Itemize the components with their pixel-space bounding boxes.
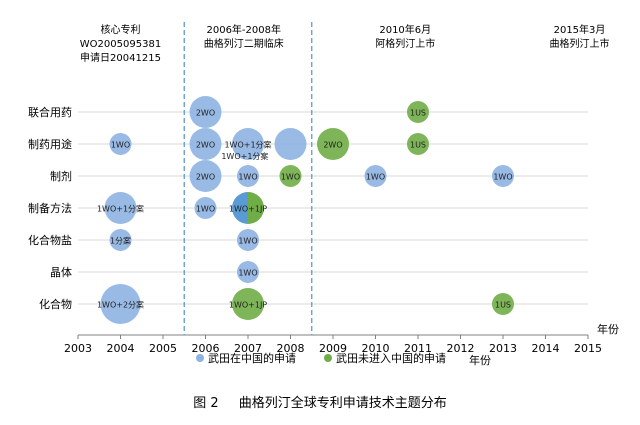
bubble-in-china	[237, 165, 259, 187]
bubble-label: 1WO	[493, 173, 512, 182]
annotation-text: 核心专利	[101, 23, 141, 36]
category-label: 制剂	[50, 169, 72, 183]
x-tick-label: 2008	[277, 342, 305, 355]
bubble-not-in-china	[232, 288, 264, 320]
category-label: 制药用途	[28, 137, 72, 151]
bubble-not-in-china	[492, 293, 514, 315]
bubble-in-china	[237, 261, 259, 283]
x-axis-title: 年份	[597, 322, 619, 336]
legend-marker	[324, 354, 332, 362]
bubble-in-china	[189, 160, 222, 192]
bubble-split-right	[248, 192, 264, 224]
annotation-text: 2010年6月	[379, 23, 431, 36]
bubble-in-china	[194, 197, 217, 219]
category-label: 晶体	[50, 265, 72, 279]
legend-label: 武田在中国的申请	[208, 351, 296, 365]
bubble-not-in-china	[279, 165, 302, 187]
x-tick-label: 2010	[362, 342, 390, 355]
annotation-text: 曲格列汀上市	[550, 37, 610, 50]
x-tick-label: 2015	[574, 342, 602, 355]
bubble-in-china	[100, 284, 141, 324]
legend-marker	[196, 354, 204, 362]
annotation-text: 曲格列汀二期临床	[204, 37, 284, 50]
bubble-in-china	[232, 128, 264, 160]
legend-label: 武田未进入中国的申请	[336, 351, 446, 365]
bubble-label: 2WO	[196, 109, 215, 118]
annotation-text: 申请日20041215	[80, 51, 161, 64]
bubble-label: 1WO+1JP	[229, 301, 267, 310]
bubble-label: 1WO+2分案	[97, 300, 144, 310]
bubble-label: 1US	[410, 109, 426, 118]
bubble-label: 1WO	[238, 173, 257, 182]
bubble-in-china	[104, 192, 137, 224]
bubble-label: 1WO+1分案	[97, 204, 144, 214]
x-tick-label: 2007	[234, 342, 262, 355]
bubble-not-in-china	[407, 133, 429, 155]
x-tick-label: 2013	[489, 342, 517, 355]
bubble-label: 2WO	[323, 141, 342, 150]
bubble-in-china	[109, 229, 132, 251]
annotation-text: 阿格列汀上市	[375, 37, 435, 50]
x-tick-label: 2006	[192, 342, 220, 355]
bubble-label: 1WO	[281, 173, 300, 182]
bubble-label: 2WO	[196, 141, 215, 150]
bubble-in-china	[492, 165, 514, 187]
x-tick-label: 2011	[404, 342, 432, 355]
category-label: 联合用药	[28, 105, 72, 119]
category-label: 制备方法	[28, 201, 72, 215]
bubble-label: 1WO	[366, 173, 385, 182]
bubble-label: 1US	[410, 141, 426, 150]
bubble-label: 1WO+1分案	[224, 140, 271, 150]
x-tick-label: 2009	[319, 342, 347, 355]
bubble-not-in-china	[317, 128, 349, 160]
bubble-label: 1US	[495, 301, 511, 310]
bubble-in-china	[274, 128, 307, 160]
figure-title: 曲格列汀全球专利申请技术主题分布	[238, 396, 447, 411]
x-tick-label: 2012	[447, 342, 475, 355]
bubble-in-china	[237, 229, 259, 251]
bubble-label: 1WO	[238, 269, 257, 278]
x-tick-label: 2003	[64, 342, 92, 355]
x-tick-label: 2005	[149, 342, 177, 355]
x-tick-label: 2004	[107, 342, 135, 355]
legend-axis-label: 年份	[469, 353, 491, 367]
annotation-text: 2015年3月	[554, 23, 606, 36]
bubble-in-china	[189, 96, 222, 128]
bubble-label: 1WO	[238, 237, 257, 246]
bubble-in-china	[364, 165, 387, 187]
bubble-label: 1WO+1分案	[221, 151, 268, 161]
x-tick-label: 2014	[532, 342, 560, 355]
figure-caption: 图 2 曲格列汀全球专利申请技术主题分布	[0, 392, 640, 411]
bubble-label: 1分案	[110, 236, 131, 246]
bubble-not-in-china	[407, 101, 429, 123]
category-label: 化合物	[39, 297, 72, 311]
bubble-in-china	[189, 128, 222, 160]
annotation-text: WO2005095381	[80, 39, 161, 50]
bubble-label: 2WO	[196, 173, 215, 182]
bubble-label: 1WO	[111, 141, 130, 150]
bubble-split-left	[232, 192, 248, 224]
bubble-in-china	[109, 133, 132, 155]
annotation-text: 2006年-2008年	[206, 23, 281, 36]
figure-number: 图 2	[193, 396, 219, 411]
bubble-label: 1WO+1JP	[229, 205, 267, 214]
bubble-label: 1WO	[196, 205, 215, 214]
category-label: 化合物盐	[28, 233, 72, 247]
